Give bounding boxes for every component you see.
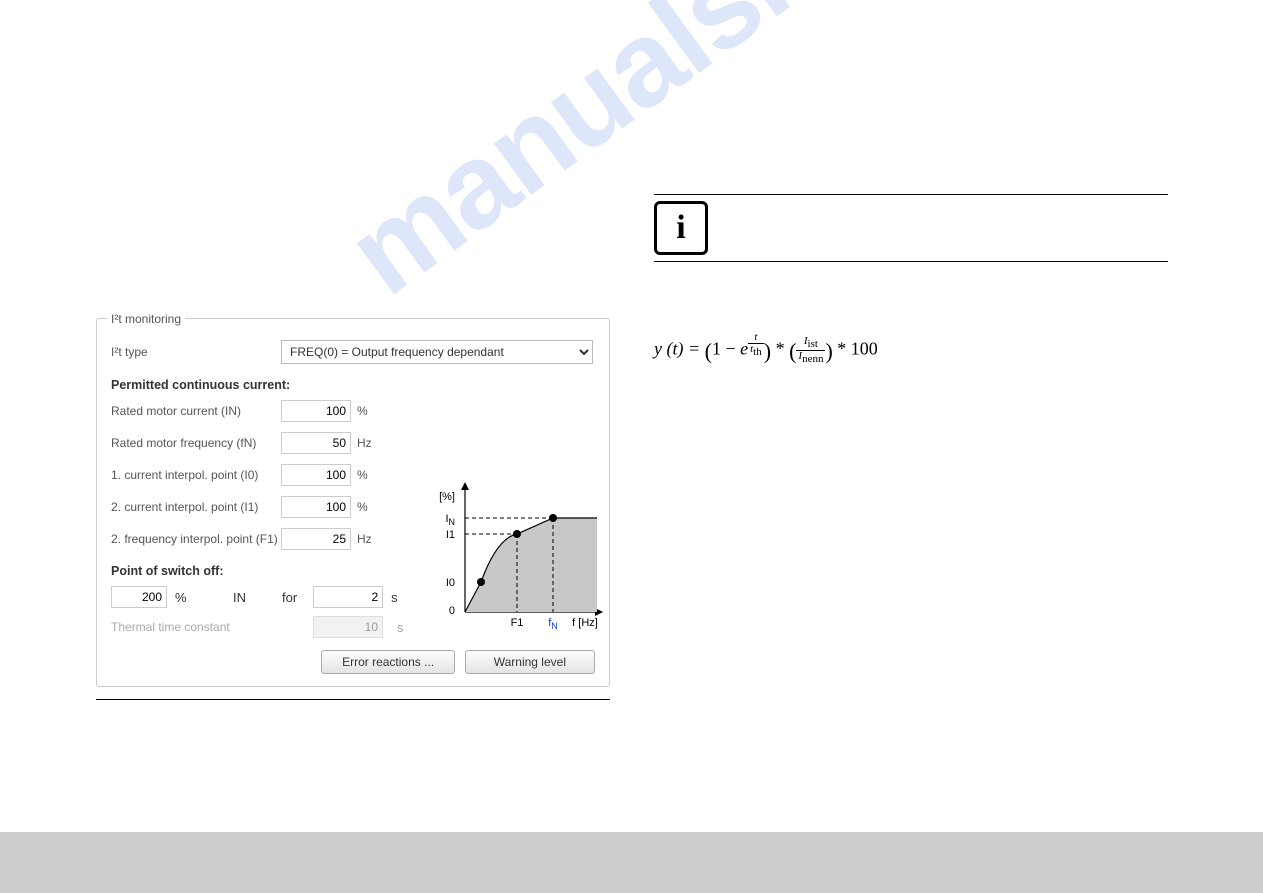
type-label: I²t type (111, 345, 281, 359)
content: I²t monitoring I²t type FREQ(0) = Output… (96, 190, 1168, 730)
rated-current-input[interactable] (281, 400, 351, 422)
switchoff-percent-input[interactable] (111, 586, 167, 608)
i2t-type-select[interactable]: FREQ(0) = Output frequency dependant (281, 340, 593, 364)
svg-text:I1: I1 (446, 529, 455, 541)
i2t-panel: I²t monitoring I²t type FREQ(0) = Output… (96, 318, 610, 687)
left-column: I²t monitoring I²t type FREQ(0) = Output… (96, 190, 610, 700)
svg-text:f [Hz]: f [Hz] (572, 617, 598, 629)
svg-text:F1: F1 (511, 617, 524, 629)
thermal-label: Thermal time constant (111, 620, 305, 634)
interp-f1-unit: Hz (357, 532, 381, 546)
interp-i0-unit: % (357, 468, 381, 482)
interp-f1-input[interactable] (281, 528, 351, 550)
rated-current-unit: % (357, 404, 381, 418)
svg-text:fN: fN (548, 617, 558, 631)
rated-freq-input[interactable] (281, 432, 351, 454)
panel-title: I²t monitoring (107, 312, 185, 326)
rated-current-label: Rated motor current (IN) (111, 404, 281, 418)
interp-i1-label: 2. current interpol. point (I1) (111, 500, 281, 514)
interp-i1-unit: % (357, 500, 381, 514)
info-top-rule (654, 194, 1168, 195)
panel-underline (96, 699, 610, 700)
footer-bar (0, 832, 1263, 893)
continuous-current-chart: [%] IN I1 I0 0 F1 fN f [Hz] (437, 476, 607, 638)
switchoff-seconds-input[interactable] (313, 586, 383, 608)
interp-i0-label: 1. current interpol. point (I0) (111, 468, 281, 482)
svg-text:IN: IN (445, 513, 455, 527)
interp-f1-label: 2. frequency interpol. point (F1) (111, 532, 281, 546)
warning-level-button[interactable]: Warning level (465, 650, 595, 674)
interp-i0-input[interactable] (281, 464, 351, 486)
switchoff-for-label: for (282, 590, 297, 605)
switchoff-seconds-unit: s (391, 590, 398, 605)
error-reactions-button[interactable]: Error reactions ... (321, 650, 455, 674)
switchoff-percent-unit: % (175, 590, 189, 605)
info-icon: i (654, 201, 708, 255)
section-continuous-heading: Permitted continuous current: (111, 378, 595, 392)
thermal-unit: s (397, 620, 404, 635)
svg-text:[%]: [%] (439, 491, 455, 503)
rated-freq-unit: Hz (357, 436, 381, 450)
interp-i1-input[interactable] (281, 496, 351, 518)
right-column: i y (t) = (1 − ettth) * (IistInenn) * 10… (654, 190, 1168, 365)
svg-text:0: 0 (449, 605, 455, 617)
page: manualshive.com I²t monitoring I²t type … (0, 0, 1263, 893)
formula: y (t) = (1 − ettth) * (IistInenn) * 100 (654, 332, 1168, 365)
switchoff-in-label: IN (233, 590, 246, 605)
thermal-input (313, 616, 383, 638)
info-bottom-rule (654, 261, 1168, 262)
svg-text:I0: I0 (446, 577, 455, 589)
rated-freq-label: Rated motor frequency (fN) (111, 436, 281, 450)
